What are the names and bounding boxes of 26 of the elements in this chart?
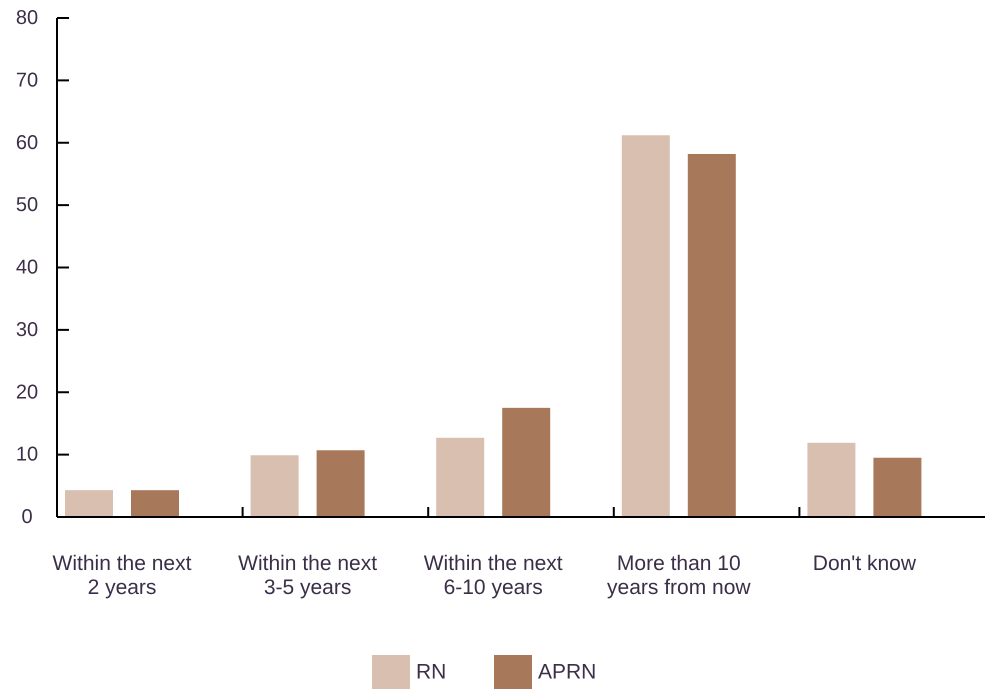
bar xyxy=(250,455,299,517)
bar xyxy=(688,154,736,517)
bar xyxy=(316,450,365,517)
y-tick-label: 10 xyxy=(16,444,38,466)
bar xyxy=(873,458,922,517)
x-tick-label: Don't know xyxy=(812,552,917,575)
x-tick-label: More than 10 years from now xyxy=(607,552,752,599)
legend-label: RN xyxy=(416,660,446,684)
legend-label: APRN xyxy=(538,660,596,684)
x-tick-label: Within the next 2 years xyxy=(52,552,192,599)
bar xyxy=(502,408,550,517)
y-tick-label: 70 xyxy=(16,69,38,92)
y-tick-label: 0 xyxy=(21,506,33,528)
y-tick-label: 60 xyxy=(16,132,38,154)
x-tick-label: Within the next 6-10 years xyxy=(424,552,563,599)
bar xyxy=(65,490,113,517)
bar xyxy=(622,135,670,517)
y-tick-label: 50 xyxy=(16,194,38,216)
bar xyxy=(131,490,179,517)
y-tick-label: 30 xyxy=(16,318,38,341)
y-tick-label: 40 xyxy=(16,256,38,278)
y-tick-label: 20 xyxy=(16,381,38,404)
bar xyxy=(436,438,484,517)
bar xyxy=(807,442,856,517)
x-tick-label: Within the next 3-5 years xyxy=(238,552,378,599)
y-tick-label: 80 xyxy=(16,7,38,29)
